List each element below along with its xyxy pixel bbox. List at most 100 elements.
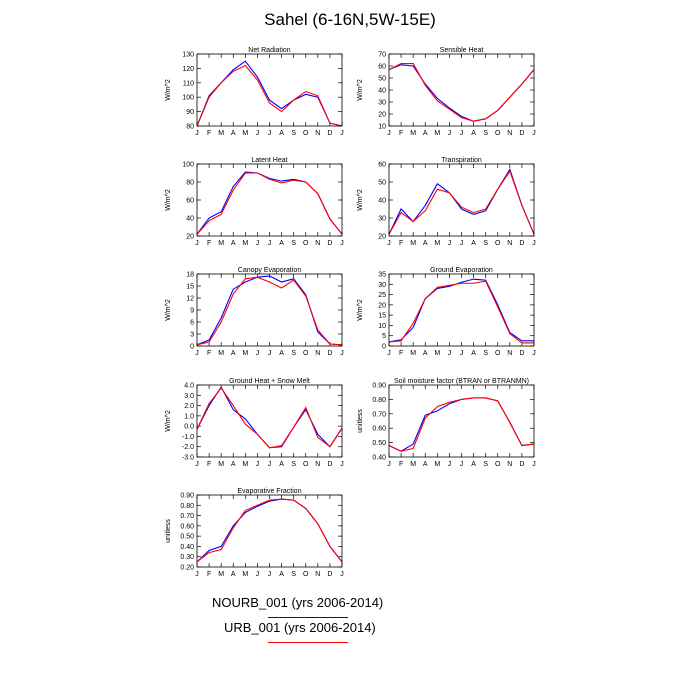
- x-tick-label: A: [471, 130, 476, 137]
- x-tick-label: J: [532, 130, 536, 137]
- y-tick-label: 2.0: [184, 403, 194, 410]
- x-tick-label: J: [387, 350, 391, 357]
- y-axis-label: W/m^2: [357, 189, 364, 211]
- x-tick-label: M: [242, 350, 248, 357]
- y-tick-label: 4.0: [184, 383, 194, 390]
- x-tick-label: J: [268, 350, 272, 357]
- x-tick-label: J: [268, 571, 272, 578]
- y-tick-label: 60: [186, 198, 194, 205]
- x-tick-label: M: [434, 461, 440, 468]
- panel-title: Ground Evaporation: [430, 267, 493, 274]
- y-tick-label: 40: [186, 216, 194, 223]
- y-tick-label: 110: [183, 80, 194, 87]
- panel-title: Ground Heat + Snow Melt: [229, 378, 310, 385]
- x-tick-label: A: [471, 350, 476, 357]
- series-line-urb: [388, 280, 534, 344]
- y-tick-label: 60: [378, 162, 386, 169]
- plot-frame: [196, 384, 343, 458]
- y-tick-label: 9: [190, 308, 194, 315]
- series-line-nourb: [196, 60, 343, 127]
- x-tick-label: N: [315, 461, 320, 468]
- series-line-nourb: [196, 275, 343, 346]
- legend-line-urb: [268, 642, 348, 643]
- y-tick-label: -1.0: [182, 434, 194, 441]
- x-tick-label: J: [340, 130, 344, 137]
- x-tick-label: A: [423, 240, 428, 247]
- y-tick-label: 0: [382, 344, 386, 351]
- series-line-urb: [196, 387, 343, 449]
- legend-label-urb: URB_001 (yrs 2006-2014): [224, 620, 376, 635]
- x-tick-label: F: [207, 130, 211, 137]
- y-axis-label: W/m^2: [357, 299, 364, 321]
- x-tick-label: A: [471, 240, 476, 247]
- y-tick-label: 20: [378, 112, 386, 119]
- y-tick-label: 6: [190, 320, 194, 327]
- y-tick-label: 0.60: [372, 426, 386, 433]
- y-tick-label: 15: [378, 313, 386, 320]
- x-tick-label: J: [532, 350, 536, 357]
- series-line-urb: [388, 63, 535, 122]
- y-tick-label: 0.90: [180, 493, 194, 500]
- x-tick-label: J: [256, 350, 260, 357]
- y-tick-label: 3.0: [184, 393, 194, 400]
- x-tick-label: A: [279, 130, 284, 137]
- x-tick-label: N: [507, 240, 512, 247]
- y-tick-label: 120: [182, 66, 194, 73]
- x-tick-label: F: [207, 350, 211, 357]
- x-tick-label: A: [231, 350, 236, 357]
- y-axis-label: W/m^2: [357, 79, 364, 101]
- y-tick-label: 90: [186, 109, 194, 116]
- x-tick-label: J: [256, 461, 260, 468]
- y-axis-label: unitless: [165, 519, 172, 543]
- x-tick-label: D: [519, 350, 524, 357]
- x-tick-label: S: [291, 130, 296, 137]
- x-tick-label: N: [507, 130, 512, 137]
- x-tick-label: N: [507, 461, 512, 468]
- x-tick-label: J: [448, 350, 452, 357]
- legend-label-nourb: NOURB_001 (yrs 2006-2014): [212, 595, 384, 610]
- y-tick-label: 40: [378, 198, 386, 205]
- y-tick-label: 3: [190, 332, 194, 339]
- x-tick-label: A: [231, 130, 236, 137]
- x-tick-label: F: [207, 461, 211, 468]
- x-tick-label: M: [434, 240, 440, 247]
- x-tick-label: O: [303, 571, 309, 578]
- x-tick-label: M: [242, 571, 248, 578]
- x-tick-label: A: [231, 461, 236, 468]
- x-tick-label: J: [256, 240, 260, 247]
- y-tick-label: 0.40: [180, 544, 194, 551]
- x-tick-label: J: [460, 240, 464, 247]
- x-tick-label: A: [231, 240, 236, 247]
- x-tick-label: O: [303, 350, 309, 357]
- x-tick-label: J: [340, 240, 344, 247]
- x-tick-label: N: [315, 350, 320, 357]
- x-tick-label: S: [483, 240, 488, 247]
- y-tick-label: 100: [182, 162, 194, 169]
- x-tick-label: S: [483, 461, 488, 468]
- x-tick-label: S: [291, 571, 296, 578]
- y-tick-label: 18: [186, 272, 194, 279]
- y-tick-label: 0: [190, 344, 194, 351]
- x-tick-label: J: [448, 461, 452, 468]
- panel-title: Sensible Heat: [440, 47, 484, 54]
- y-tick-label: 0.50: [180, 534, 194, 541]
- y-tick-label: 12: [186, 296, 194, 303]
- panel-title: Soil moisture factor (BTRAN or BTRANMN): [394, 378, 529, 385]
- y-tick-label: 0.60: [180, 523, 194, 530]
- panel-title: Canopy Evaporation: [238, 267, 302, 274]
- x-tick-label: J: [448, 240, 452, 247]
- x-tick-label: J: [195, 240, 199, 247]
- x-tick-label: S: [291, 461, 296, 468]
- panel-title: Latent Heat: [251, 157, 287, 164]
- x-tick-label: O: [495, 461, 501, 468]
- y-tick-label: 0.50: [372, 440, 386, 447]
- x-tick-label: D: [327, 240, 332, 247]
- series-line-urb: [196, 64, 343, 127]
- x-tick-label: J: [268, 240, 272, 247]
- y-tick-label: 0.70: [180, 513, 194, 520]
- legend-line-nourb: [268, 617, 348, 618]
- plot-frame: [388, 163, 535, 237]
- x-tick-label: J: [195, 571, 199, 578]
- y-tick-label: 0.90: [372, 383, 386, 390]
- panel-title: Transpiration: [441, 157, 482, 164]
